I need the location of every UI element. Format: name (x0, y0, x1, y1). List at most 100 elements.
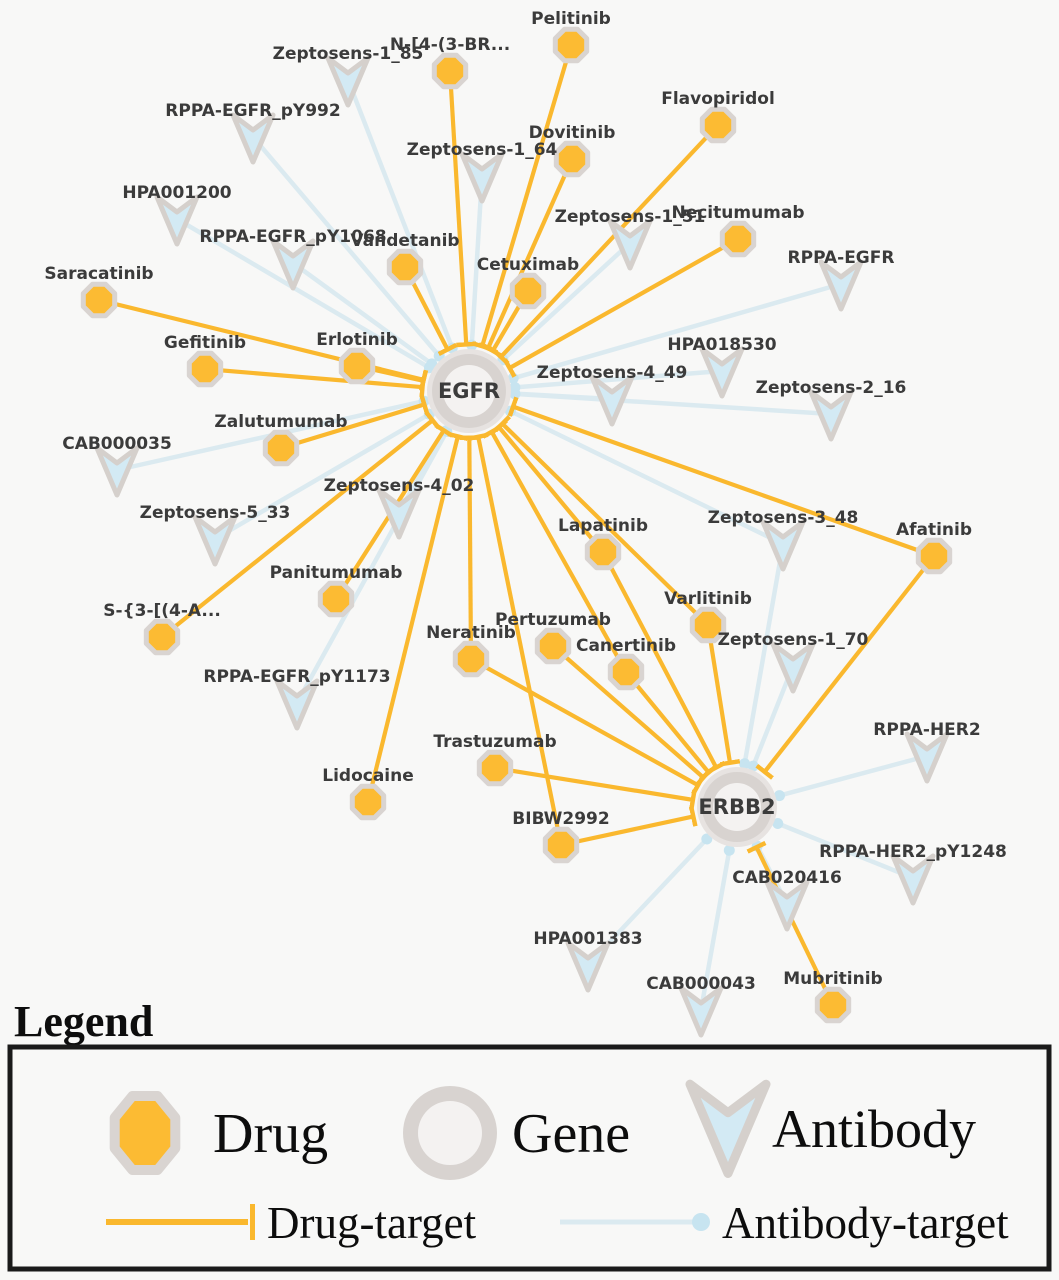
legend-gene-label: Gene (512, 1103, 630, 1165)
legend-antibody-target-dot (692, 1213, 710, 1231)
drug-node (915, 537, 953, 575)
drug-node (262, 429, 300, 467)
node-label: Pertuzumab (495, 610, 611, 630)
node-label: Gefitinib (164, 333, 246, 353)
antibody-node (154, 194, 200, 247)
legend-drug-target-label: Drug-target (267, 1198, 477, 1248)
antibody-node (607, 218, 653, 271)
node-label: Zeptosens-4_02 (324, 476, 475, 496)
edge-drug-target (459, 435, 480, 660)
node-label: CAB000043 (646, 974, 756, 994)
edge-drug-target (365, 431, 469, 803)
node-label: HPA018530 (667, 335, 776, 355)
drug-node (452, 640, 490, 678)
edge-drug-target (477, 158, 574, 355)
node-label: HPA001200 (122, 183, 231, 203)
gene-node (697, 767, 777, 847)
edge-antibody-target (774, 753, 928, 802)
edge-drug-target (489, 418, 605, 554)
drug-node (584, 533, 622, 571)
drug-node (699, 106, 737, 144)
legend-title: Legend (14, 997, 153, 1046)
edge-antibody-target (507, 281, 842, 384)
edge-drug-target (447, 70, 477, 348)
drug-node (689, 606, 727, 644)
antibody-node (678, 985, 724, 1038)
node-label: BIBW2992 (512, 809, 609, 829)
edge-drug-target (481, 425, 628, 674)
edge-drug-target (746, 840, 835, 1006)
gene-node (427, 349, 511, 433)
drug-node (534, 627, 572, 665)
edge-drug-target (601, 551, 727, 775)
drug-node (186, 350, 224, 388)
edge-antibody-target (175, 217, 435, 374)
antibody-node (770, 641, 816, 694)
node-label: Dovitinib (529, 123, 616, 143)
antibody-node (808, 389, 854, 442)
node-label: RPPA-EGFR (788, 248, 895, 268)
node-label: Zeptosens-4_49 (537, 363, 688, 383)
drug-node (509, 272, 547, 310)
drug-node (552, 26, 590, 64)
edge-antibody-target (747, 665, 796, 772)
node-label: Zeptosens-2_16 (756, 378, 907, 398)
legend-antibody-target-label: Antibody-target (722, 1198, 1009, 1248)
edge-drug-target (494, 765, 697, 811)
edge-drug-target (755, 554, 936, 780)
edge-antibody-target (504, 405, 784, 547)
node-label: Zeptosens-1_51 (555, 207, 706, 227)
edge-antibody-target (466, 175, 485, 351)
node-label: Saracatinib (44, 264, 153, 284)
node-label: Erlotinib (316, 330, 398, 350)
node-label: Panitumumab (270, 563, 403, 583)
node-label: CAB020416 (732, 868, 842, 888)
drug-node (542, 826, 580, 864)
edge-antibody-target (509, 388, 832, 417)
antibody-node (904, 731, 950, 784)
edge-drug-target (204, 366, 426, 398)
edge-antibody-target (345, 79, 458, 354)
node-label: Neratinib (426, 623, 516, 643)
edge-drug-target (468, 432, 564, 846)
edge-drug-target (705, 624, 741, 767)
node-label: Afatinib (896, 520, 972, 540)
legend-drug-label: Drug (213, 1103, 328, 1165)
drug-node (338, 347, 376, 385)
drug-target-edges (98, 44, 936, 1006)
node-label: Mubritinib (783, 969, 882, 989)
edge-drug-target (507, 396, 935, 558)
antibody-node (270, 238, 316, 291)
node-label: RPPA-EGFR_pY1173 (203, 667, 390, 687)
node-label: Flavopiridol (661, 89, 775, 109)
drug-node (349, 783, 387, 821)
antibody-node (274, 678, 320, 731)
edge-drug-target (471, 44, 574, 352)
drug-node (317, 580, 355, 618)
node-label: Pelitinib (531, 9, 611, 29)
drug-node (80, 281, 118, 319)
edge-antibody-target (295, 425, 453, 705)
antibody-node (192, 514, 238, 567)
legend-gene-icon-inner (418, 1101, 482, 1165)
antibody-node (565, 940, 611, 993)
node-label: Zeptosens-1_70 (718, 630, 869, 650)
node-label: Trastuzumab (433, 732, 556, 752)
antibody-node (699, 346, 745, 399)
drug-node (719, 220, 757, 258)
edge-drug-target (502, 237, 740, 378)
node-label: Cetuximab (477, 255, 579, 275)
antibody-node (230, 112, 276, 165)
node-label: HPA001383 (533, 929, 642, 949)
node-label: N-[4-(3-BR... (390, 35, 510, 55)
legend-antibody-icon (685, 1079, 771, 1178)
edge-drug-target (492, 123, 720, 366)
node-label: RPPA-EGFR_pY992 (165, 101, 340, 121)
legend-box (7, 1044, 1052, 1272)
node-label: Zeptosens-3_48 (708, 508, 859, 528)
edge-drug-target (469, 657, 705, 796)
antibody-node (376, 487, 422, 540)
antibody-node (764, 879, 810, 932)
edge-antibody-target (509, 368, 723, 393)
